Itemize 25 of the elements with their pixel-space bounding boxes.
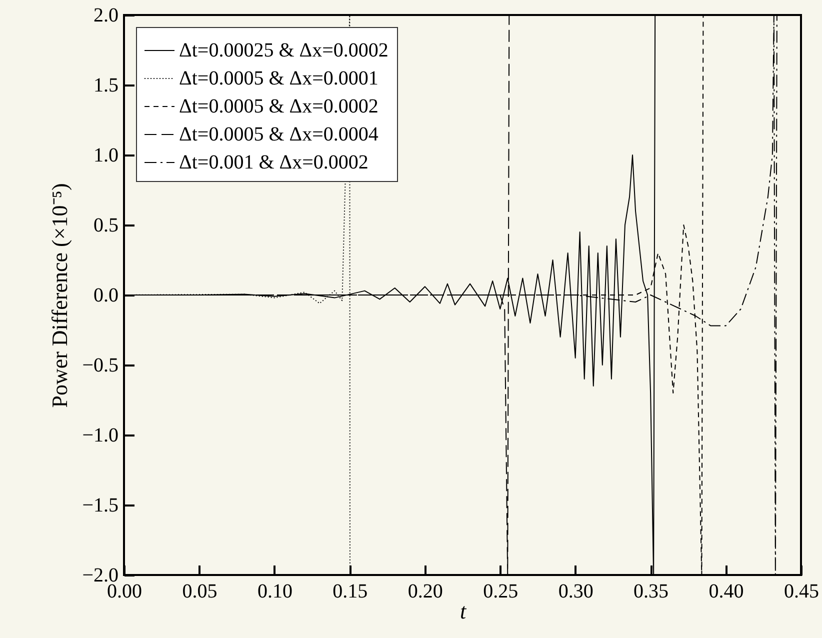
x-tick-label: 0.10 (257, 580, 292, 602)
x-tick-label: 0.25 (483, 580, 518, 602)
x-tick-label: 0.15 (332, 580, 368, 602)
y-tick-label: 1.0 (94, 144, 118, 166)
legend-label: Δt=0.0005 & Δx=0.0004 (179, 124, 378, 146)
y-tick-label: −1.5 (82, 494, 118, 516)
x-tick-label: 0.20 (408, 580, 443, 602)
legend-label: Δt=0.0005 & Δx=0.0001 (179, 68, 378, 90)
x-axis-title: t (460, 598, 467, 624)
x-tick-label: 0.30 (558, 580, 594, 602)
legend-label: Δt=0.0005 & Δx=0.0002 (179, 96, 378, 118)
x-tick-label: 0.35 (634, 580, 669, 602)
y-tick-label: 0.0 (94, 284, 118, 306)
y-tick-label: 0.5 (94, 214, 118, 236)
x-tick-label: 0.00 (107, 580, 142, 602)
x-tick-label: 0.05 (182, 580, 218, 602)
legend-label: Δt=0.001 & Δx=0.0002 (179, 152, 368, 174)
y-tick-label: −1.0 (82, 424, 118, 446)
y-axis-title: Power Difference (×10⁻⁵) (47, 183, 72, 408)
y-tick-label: −0.5 (82, 354, 118, 376)
x-tick-label: 0.40 (708, 580, 744, 602)
y-tick-label: 2.0 (94, 4, 118, 26)
legend-label: Δt=0.00025 & Δx=0.0002 (179, 40, 388, 62)
y-tick-label: 1.5 (94, 74, 118, 96)
x-tick-label: 0.45 (784, 580, 819, 602)
